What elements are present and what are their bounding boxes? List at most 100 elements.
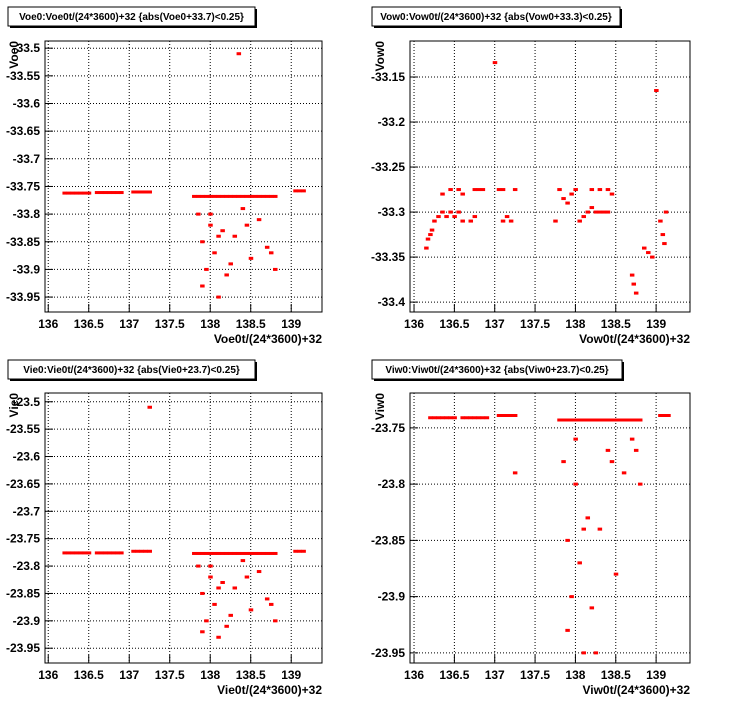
x-tick-label: 138 <box>200 668 220 682</box>
point <box>480 416 486 420</box>
point <box>115 191 120 195</box>
point <box>662 414 667 417</box>
point <box>224 551 229 555</box>
y-tick-label: -33.75 <box>6 179 40 193</box>
x-tick-label: 137.5 <box>520 317 550 331</box>
y-axis-label: Viw0 <box>373 393 387 420</box>
point <box>577 561 582 565</box>
point <box>240 551 246 555</box>
point <box>74 551 80 555</box>
point <box>472 416 478 420</box>
point <box>577 418 582 422</box>
point <box>135 190 140 194</box>
point <box>273 619 278 623</box>
point <box>200 630 205 634</box>
y-tick-label: -23.65 <box>6 477 40 491</box>
point <box>293 189 298 193</box>
point <box>212 251 217 255</box>
x-tick-label: 137.5 <box>155 317 185 331</box>
point <box>297 549 302 553</box>
point <box>70 191 76 195</box>
x-tick-label: 139 <box>646 317 666 331</box>
y-tick-label: -23.8 <box>13 559 41 573</box>
point <box>601 418 607 422</box>
point <box>232 586 238 590</box>
point <box>200 551 205 555</box>
point <box>62 551 67 555</box>
point <box>660 233 666 237</box>
point <box>444 416 449 420</box>
point <box>82 191 88 195</box>
y-tick-label: -33.85 <box>6 235 40 249</box>
point <box>252 551 258 555</box>
point <box>508 219 514 223</box>
point <box>119 551 124 555</box>
point <box>208 212 213 216</box>
point <box>650 255 655 259</box>
x-tick-label: 137 <box>485 317 505 331</box>
point <box>196 212 201 216</box>
point <box>139 549 144 553</box>
point <box>440 210 445 214</box>
y-tick-label: -23.9 <box>13 614 41 628</box>
point <box>565 628 570 632</box>
x-axis-label: Viw0t/(24*3600)+32 <box>582 683 690 697</box>
point <box>440 192 445 196</box>
point <box>573 437 578 441</box>
point <box>86 551 92 555</box>
point <box>216 586 221 590</box>
point <box>428 416 433 420</box>
point <box>581 215 586 219</box>
point <box>625 418 631 422</box>
point <box>208 194 213 198</box>
point <box>589 606 595 610</box>
point <box>428 233 433 237</box>
point <box>553 219 558 223</box>
point <box>512 414 518 417</box>
point <box>220 229 225 233</box>
point <box>236 194 242 198</box>
point <box>436 215 441 219</box>
y-tick-label: -33.3 <box>378 205 406 219</box>
point <box>102 551 108 555</box>
point <box>228 551 233 555</box>
x-tick-label: 138.5 <box>236 668 266 682</box>
point <box>484 416 490 420</box>
x-tick-label: 139 <box>281 317 301 331</box>
point <box>216 194 221 198</box>
title-box <box>7 6 256 27</box>
x-tick-label: 136 <box>38 317 58 331</box>
point <box>561 197 566 201</box>
point <box>460 192 465 196</box>
point <box>94 551 100 555</box>
y-tick-label: -33.95 <box>6 290 40 304</box>
point <box>621 418 627 422</box>
point <box>492 61 498 65</box>
point <box>629 273 635 277</box>
point <box>508 414 514 417</box>
chart-title: Vie0:Vie0t/(24*3600)+32 {abs(Vie0+23.7)<… <box>23 365 240 376</box>
point <box>240 207 246 211</box>
y-tick-label: -23.6 <box>13 450 41 464</box>
point <box>456 210 461 214</box>
point <box>605 448 611 452</box>
point <box>605 210 611 214</box>
point <box>500 414 506 417</box>
point <box>432 219 437 223</box>
frame <box>409 392 691 664</box>
point <box>642 246 647 250</box>
point <box>147 405 152 409</box>
y-tick-label: -33.2 <box>378 115 406 129</box>
point <box>633 448 639 452</box>
y-tick-label: -23.95 <box>371 646 405 660</box>
point <box>496 188 502 192</box>
point <box>264 551 270 555</box>
point <box>658 219 663 223</box>
point <box>204 267 209 271</box>
point <box>448 416 453 420</box>
point <box>605 188 611 192</box>
x-tick-label: 137 <box>119 317 139 331</box>
point <box>468 219 474 223</box>
point <box>456 188 461 192</box>
point <box>74 191 80 195</box>
